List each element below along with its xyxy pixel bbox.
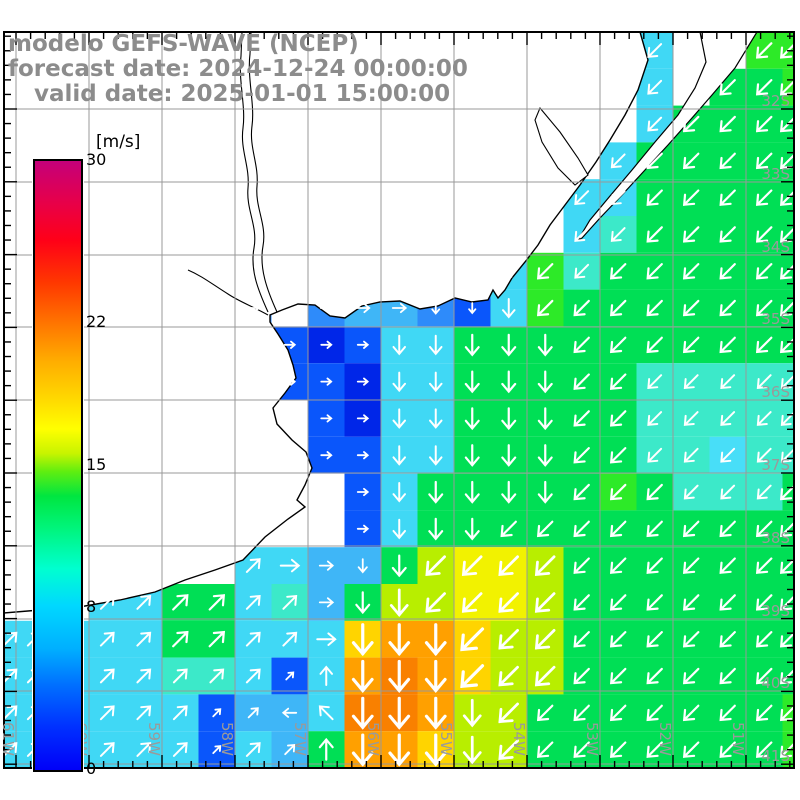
colorbar-tick-22: 22 xyxy=(86,312,107,332)
lon-label-54W: 54W xyxy=(510,722,528,756)
colorbar-tick-30: 30 xyxy=(86,150,107,169)
lat-label-37S: 37S xyxy=(761,456,790,474)
colorbar xyxy=(33,159,83,772)
lat-label-40S: 40S xyxy=(761,674,790,692)
colorbar-tick-0: 0 xyxy=(86,759,97,778)
coastal-lagoon-barrier xyxy=(576,31,759,242)
colorbar-tick-8: 8 xyxy=(86,596,97,616)
wind-direction-arrows xyxy=(2,42,797,767)
lon-label-61W: 61W xyxy=(0,722,17,756)
river-line xyxy=(239,31,269,313)
lon-label-55W: 55W xyxy=(437,722,455,756)
lon-label-59W: 59W xyxy=(145,722,163,756)
lon-label-51W: 51W xyxy=(729,722,747,756)
lat-label-38S: 38S xyxy=(761,529,790,547)
lon-label-53W: 53W xyxy=(583,722,601,756)
river-line xyxy=(248,31,278,313)
lon-label-56W: 56W xyxy=(364,722,382,756)
colorbar-tick-15: 15 xyxy=(86,454,107,474)
lat-label-41S: 41S xyxy=(761,747,790,765)
wave-field-cells xyxy=(4,32,794,768)
lat-label-35S: 35S xyxy=(761,310,790,328)
lat-label-32S: 32S xyxy=(761,92,790,110)
land-coastline xyxy=(3,31,649,614)
lat-label-33S: 33S xyxy=(761,165,790,183)
lat-label-39S: 39S xyxy=(761,602,790,620)
lat-label-34S: 34S xyxy=(761,238,790,256)
lon-label-52W: 52W xyxy=(656,722,674,756)
valid-date-label: valid date: 2025-01-01 15:00:00 xyxy=(34,81,451,107)
lagoon-outline xyxy=(534,106,589,186)
lat-label-36S: 36S xyxy=(761,383,790,401)
lon-label-57W: 57W xyxy=(291,722,309,756)
colorbar-unit-label: [m/s] xyxy=(96,132,141,152)
forecast-date-label: forecast date: 2024-12-24 00:00:00 xyxy=(8,56,468,82)
axis-ticks xyxy=(4,32,794,768)
graticule-grid xyxy=(4,32,794,768)
model-title: modelo GEFS-WAVE (NCEP) xyxy=(8,31,359,57)
lon-label-58W: 58W xyxy=(218,722,236,756)
